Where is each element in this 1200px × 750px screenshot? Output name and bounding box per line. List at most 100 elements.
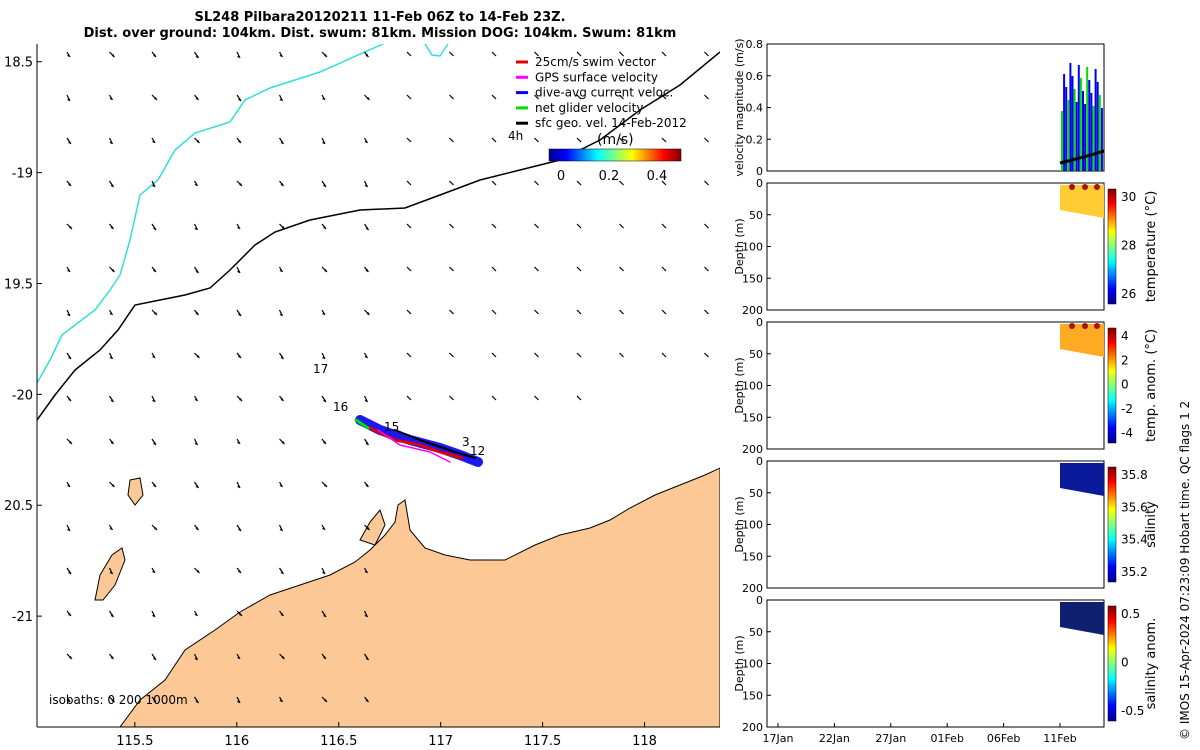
panel-colorbar-tick: 35.8 [1121, 468, 1148, 482]
velocity-arrowhead [194, 613, 198, 616]
panel-y-tick-label: 50 [749, 487, 763, 500]
panel-colorbar-tick: 35.2 [1121, 565, 1148, 579]
velocity-arrow [406, 266, 412, 272]
velocity-arrowhead [280, 356, 284, 359]
panel-colorbar-label: temp. anom. (°C) [1144, 329, 1159, 442]
velocity-arrowhead [280, 183, 284, 186]
map-y-tick-label: -19 [12, 167, 33, 182]
velocity-arrow [661, 137, 667, 143]
velocity-arrowhead [280, 613, 284, 616]
velocity-arrow [406, 137, 412, 143]
velocity-arrow [704, 180, 709, 186]
panel-colorbar [1107, 188, 1117, 305]
velocity-arrowhead [323, 184, 326, 187]
velocity-arrowhead [68, 141, 71, 144]
velocity-arrowhead [67, 313, 70, 316]
velocity-arrowhead [110, 184, 114, 187]
velocity-arrowhead [152, 355, 155, 358]
panel-colorbar-tick: -2 [1121, 402, 1133, 416]
panel-y-tick-label: 0 [756, 177, 763, 190]
velocity-arrow [406, 309, 412, 315]
velocity-arrowhead [324, 54, 327, 57]
map-x-tick-label: 118 [632, 734, 657, 749]
map-label: 3 [462, 435, 470, 449]
velocity-arrow [704, 137, 709, 143]
velocity-arrowhead [322, 356, 325, 359]
velocity-arrowhead [67, 54, 70, 57]
panel-y-tick-label: 0 [756, 594, 763, 607]
velocity-arrowhead [152, 399, 155, 402]
velocity-line [1059, 149, 1105, 165]
velocity-arrow [491, 352, 497, 358]
panel-frame [766, 43, 1105, 172]
velocity-arrow [534, 51, 539, 57]
velocity-arrowhead [322, 312, 325, 315]
velocity-arrow [576, 51, 582, 57]
panel-y-tick-label: 200 [742, 443, 763, 456]
panel-y-tick-label: 0 [756, 165, 763, 178]
chart-title-line2: Dist. over ground: 104km. Dist. swum: 81… [83, 26, 677, 41]
velocity-arrowhead [238, 98, 241, 101]
velocity-arrowhead [67, 528, 70, 531]
velocity-arrow [406, 94, 412, 100]
panel-y-tick-label: 200 [742, 304, 763, 317]
colorbar-unit: (m/s) [597, 132, 634, 148]
velocity-arrowhead [152, 140, 155, 143]
velocity-arrowhead [323, 441, 326, 444]
land-mass [119, 467, 720, 727]
velocity-arrowhead [194, 442, 198, 445]
velocity-arrowhead [153, 227, 156, 230]
velocity-arrowhead [365, 657, 369, 660]
velocity-arrowhead [196, 140, 200, 143]
velocity-arrow [534, 94, 539, 100]
velocity-arrowhead [281, 656, 285, 659]
velocity-arrowhead [109, 97, 113, 100]
velocity-arrowhead [322, 141, 325, 144]
panel-y-tick-label: 200 [742, 721, 763, 734]
profile-patch [1060, 324, 1104, 357]
surface-marker [1094, 184, 1100, 190]
velocity-arrowhead [195, 312, 199, 315]
panel-y-tick-label: 150 [742, 272, 763, 285]
panel-y-tick-label: 100 [742, 519, 763, 532]
velocity-arrow [491, 395, 497, 401]
velocity-arrow [661, 309, 667, 315]
velocity-arrowhead [238, 528, 241, 531]
panel-y-label: Depth (m) [733, 357, 746, 413]
velocity-arrowhead [68, 571, 71, 574]
panel-colorbar-tick: 28 [1121, 239, 1136, 253]
panel-colorbar-tick: -4 [1121, 426, 1133, 440]
velocity-arrowhead [364, 355, 368, 358]
velocity-arrow [449, 395, 454, 401]
panel-colorbar-tick: 4 [1121, 329, 1129, 343]
velocity-arrowhead [322, 527, 325, 530]
velocity-arrowhead [237, 226, 240, 229]
velocity-arrowhead [109, 527, 113, 530]
velocity-arrowhead [365, 54, 369, 57]
velocity-arrow [661, 352, 667, 358]
velocity-arrow [491, 223, 497, 229]
velocity-arrow [534, 309, 539, 315]
velocity-arrow [619, 180, 624, 186]
velocity-arrowhead [239, 398, 242, 401]
island [94, 547, 126, 601]
panel-colorbar [1107, 466, 1117, 583]
velocity-arrowhead [279, 484, 283, 487]
panel-y-tick-label: 0.8 [746, 38, 764, 51]
velocity-arrow [449, 180, 454, 186]
velocity-arrowhead [111, 269, 115, 272]
velocity-arrowhead [238, 140, 241, 143]
chart-title-line1: SL248 Pilbara20120211 11-Feb 06Z to 14-F… [194, 10, 566, 25]
velocity-arrow [449, 51, 454, 57]
velocity-arrowhead [110, 226, 114, 229]
panel-y-tick-label: 150 [742, 411, 763, 424]
legend-label: net glider velocity [535, 101, 643, 115]
map-x-tick-label: 117.5 [524, 734, 561, 749]
velocity-arrow [449, 94, 454, 100]
velocity-arrowhead [111, 484, 115, 487]
velocity-arrowhead [154, 97, 157, 100]
velocity-arrowhead [111, 54, 115, 57]
velocity-arrow [619, 352, 624, 358]
island [127, 477, 144, 506]
